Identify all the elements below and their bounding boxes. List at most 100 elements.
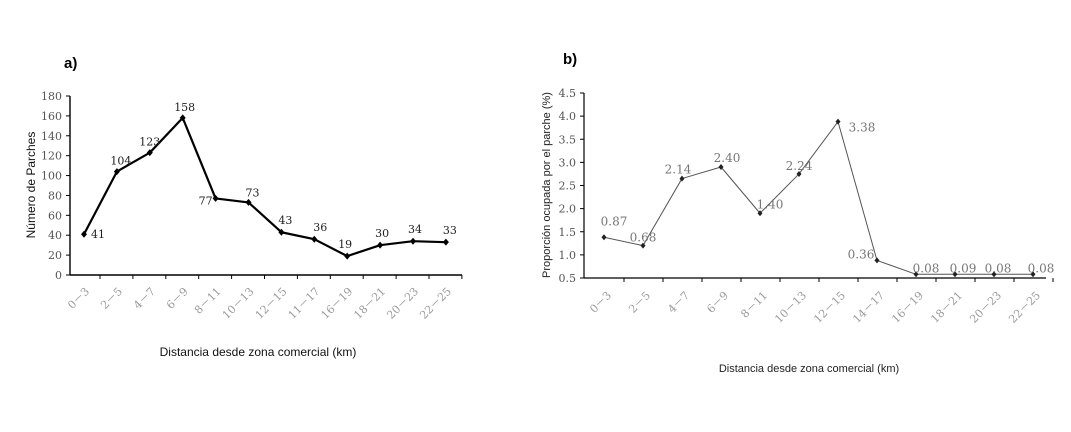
data-label: 0.08 bbox=[913, 261, 940, 275]
data-point bbox=[1030, 271, 1036, 278]
data-point bbox=[410, 237, 416, 245]
data-point bbox=[913, 271, 919, 278]
y-ticks-a: 0 20 40 60 80 100 120 140 160 180 bbox=[41, 90, 70, 282]
x-tick-label: 18－21 bbox=[351, 285, 388, 322]
y-tick-label: 100 bbox=[41, 170, 62, 183]
data-label: 43 bbox=[278, 214, 292, 227]
y-tick-label: 60 bbox=[48, 209, 62, 222]
data-label: 41 bbox=[91, 228, 105, 241]
y-tick-label: 1.5 bbox=[559, 226, 577, 239]
x-tick-label: 6－9 bbox=[164, 285, 191, 312]
y-tick-label: 2.0 bbox=[559, 203, 577, 216]
data-label: 0.36 bbox=[848, 247, 875, 261]
x-ticks-a: 0－3 2－5 4－7 6－9 8－1110－1312－1511－1716－1918－2… bbox=[65, 275, 463, 322]
x-tick-label: 0－3 bbox=[587, 289, 614, 316]
y-tick-label: 4.0 bbox=[559, 110, 577, 123]
y-tick-label: 40 bbox=[48, 229, 62, 242]
data-point bbox=[874, 257, 880, 264]
y-tick-label: 140 bbox=[41, 130, 62, 143]
data-point bbox=[718, 164, 724, 170]
data-point bbox=[640, 242, 646, 249]
data-point bbox=[212, 194, 219, 202]
data-label: 158 bbox=[174, 101, 195, 114]
x-tick-label: 22－25 bbox=[417, 285, 454, 322]
data-point bbox=[679, 175, 685, 182]
y-tick-label: 180 bbox=[41, 90, 62, 103]
y-ticks-b: 0.5 1.0 1.5 2.0 2.5 3.0 3.5 4.0 4.5 bbox=[559, 87, 584, 285]
data-labels-b: 0.870.68 2.14 2.40 1.40 2.24 3.38 0.36 0.08 0.09… bbox=[601, 121, 1055, 276]
data-label: 0.08 bbox=[1028, 261, 1055, 275]
x-tick-label: 16－19 bbox=[889, 289, 926, 326]
x-axis-title-a: Distancia desde zona comercial (km) bbox=[160, 345, 357, 359]
x-tick-label: 8－11 bbox=[738, 289, 770, 321]
data-label: 0.08 bbox=[985, 261, 1012, 275]
data-points-b bbox=[601, 118, 1036, 278]
y-tick-label: 80 bbox=[48, 189, 62, 202]
data-label: 3.38 bbox=[849, 121, 876, 135]
data-point bbox=[952, 271, 958, 278]
data-label: 2.14 bbox=[665, 163, 692, 177]
x-tick-label: 12－15 bbox=[253, 285, 290, 322]
data-label: 19 bbox=[338, 238, 352, 251]
panel-label-a: a) bbox=[64, 55, 77, 72]
data-point bbox=[179, 114, 186, 122]
panel-label-b: b) bbox=[563, 51, 577, 68]
data-point bbox=[442, 238, 449, 246]
data-label: 77 bbox=[199, 194, 213, 207]
data-label: 2.40 bbox=[714, 151, 741, 165]
data-labels-a: 41 104 123 158 77 73 43 36 19 30 34 33 bbox=[91, 101, 457, 251]
x-tick-label: 4－7 bbox=[131, 285, 158, 312]
data-label: 36 bbox=[313, 221, 327, 234]
data-point bbox=[146, 149, 153, 157]
data-label: 30 bbox=[375, 227, 389, 240]
y-tick-label: 160 bbox=[41, 110, 62, 123]
x-tick-label: 8－11 bbox=[192, 285, 224, 317]
y-tick-label: 3.0 bbox=[559, 156, 577, 169]
x-tick-label: 18－21 bbox=[928, 289, 965, 326]
chart-panel-b: b) 0.5 1.0 1.5 2.0 2.5 3.0 3.5 4.0 4.5 0－3 2－5 4－7… bbox=[541, 51, 1054, 375]
data-point bbox=[991, 271, 997, 278]
x-tick-label: 2－5 bbox=[626, 289, 653, 316]
x-tick-label: 20－23 bbox=[967, 289, 1004, 326]
data-label: 1.40 bbox=[757, 197, 784, 211]
series-line-a bbox=[83, 116, 446, 258]
x-tick-label: 0－3 bbox=[65, 285, 92, 312]
y-tick-label: 4.5 bbox=[559, 87, 577, 100]
data-label: 33 bbox=[443, 224, 457, 237]
data-label: 0.09 bbox=[950, 261, 977, 275]
chart-panel-a: a) 0 20 40 60 80 100 120 140 160 180 0－3 2－5 4－7 6－9… bbox=[24, 55, 463, 359]
data-label: 123 bbox=[139, 136, 160, 149]
data-point bbox=[796, 170, 802, 177]
x-ticks-b: 0－3 2－5 4－7 6－9 8－11 10－13 12－15 14－17 16－19 18－2… bbox=[587, 278, 1054, 326]
data-point bbox=[377, 241, 384, 249]
data-label: 0.68 bbox=[630, 231, 657, 245]
data-label: 34 bbox=[408, 223, 422, 236]
data-label: 0.87 bbox=[601, 214, 628, 228]
x-tick-label: 4－7 bbox=[665, 289, 692, 316]
data-point bbox=[757, 210, 763, 217]
data-points-a bbox=[81, 114, 449, 260]
y-tick-label: 20 bbox=[48, 249, 62, 262]
x-tick-label: 11－17 bbox=[286, 285, 323, 322]
data-point bbox=[81, 230, 87, 238]
x-tick-label: 10－13 bbox=[220, 285, 257, 322]
data-point bbox=[344, 252, 351, 260]
y-axis-title-b: Proporción ocupada por el parche (%) bbox=[541, 92, 553, 278]
y-tick-label: 3.5 bbox=[559, 133, 577, 146]
data-point bbox=[835, 118, 841, 125]
x-tick-label: 14－17 bbox=[850, 289, 887, 326]
data-point bbox=[601, 234, 607, 241]
x-tick-label: 20－23 bbox=[384, 285, 421, 322]
x-tick-label: 12－15 bbox=[811, 289, 848, 326]
x-tick-label: 16－19 bbox=[319, 285, 356, 322]
data-point bbox=[245, 198, 252, 206]
y-axis-title-a: Número de Parches bbox=[24, 132, 38, 239]
x-axis-title-b: Distancia desde zona comercial (km) bbox=[719, 363, 899, 375]
x-tick-label: 2－5 bbox=[98, 285, 125, 312]
data-point bbox=[311, 235, 318, 243]
data-label: 2.24 bbox=[786, 159, 813, 173]
data-label: 104 bbox=[110, 155, 131, 168]
y-tick-label: 0 bbox=[55, 269, 62, 282]
y-tick-label: 120 bbox=[41, 150, 62, 163]
